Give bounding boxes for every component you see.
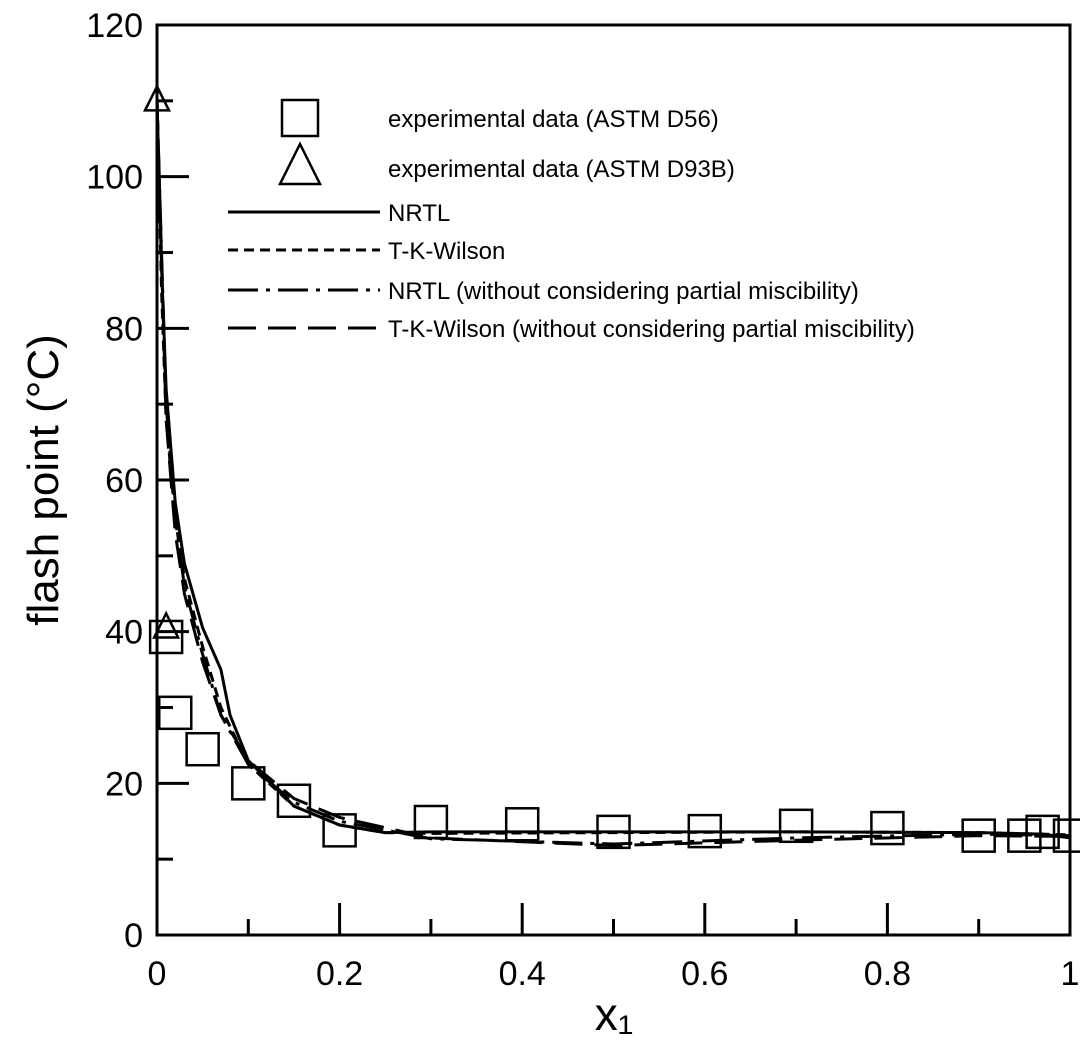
y-axis-label: flash point (°C) (19, 334, 68, 625)
legend-label: NRTL (without considering partial miscib… (388, 278, 859, 305)
square-marker (504, 807, 540, 842)
square-marker (148, 619, 184, 655)
x-tick-label: 0.8 (864, 955, 911, 993)
x-tick-label: 1 (1061, 955, 1080, 993)
y-tick-label: 60 (105, 462, 143, 500)
y-tick-label: 40 (105, 614, 143, 652)
x-tick-label: 0 (148, 955, 167, 993)
triangle-marker (152, 610, 181, 639)
square-marker (276, 783, 312, 819)
x-tick-label: 0.4 (499, 955, 546, 993)
x-tick-label: 0.2 (316, 955, 363, 993)
y-tick-label: 20 (105, 765, 143, 803)
y-tick-label: 0 (124, 917, 143, 955)
legend-label: experimental data (ASTM D93B) (388, 156, 735, 183)
square-marker (158, 695, 193, 731)
square-marker (322, 813, 357, 848)
y-tick-label: 100 (86, 159, 143, 197)
x-axis-label: x₁ (595, 988, 634, 1040)
curve (155, 100, 1071, 846)
legend-label: experimental data (ASTM D56) (388, 106, 719, 133)
square-marker (231, 766, 266, 801)
square-marker (185, 731, 220, 767)
square-marker (1025, 814, 1060, 850)
legend-label: T-K-Wilson (without considering partial … (388, 316, 915, 343)
y-tick-label: 120 (86, 7, 143, 45)
square-marker (778, 808, 814, 844)
legend-marker (277, 141, 323, 186)
legend-marker (280, 98, 320, 138)
y-tick-label: 80 (105, 310, 143, 348)
x-tick-label: 0.6 (681, 955, 728, 993)
legend-label: T-K-Wilson (388, 238, 505, 265)
curve (155, 100, 1071, 848)
legend-label: NRTL (388, 200, 450, 227)
square-marker (870, 810, 905, 846)
